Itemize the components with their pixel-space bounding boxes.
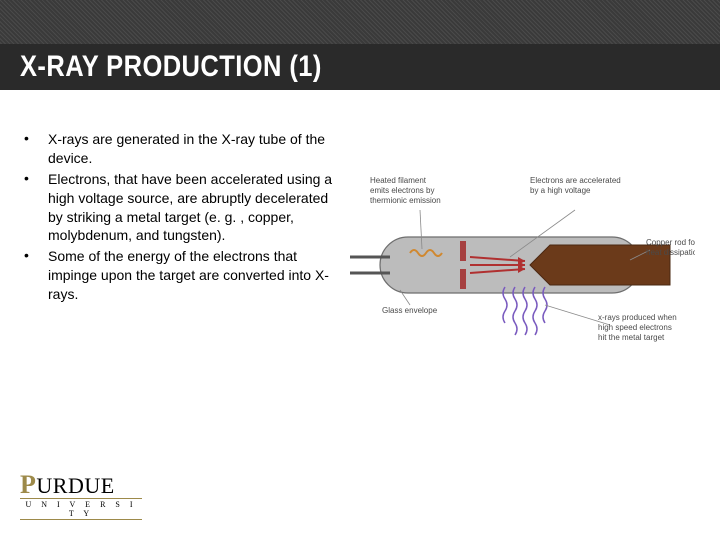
bullet-icon: •	[20, 170, 48, 246]
list-item: • Some of the energy of the electrons th…	[20, 247, 340, 304]
label-copper: Copper rod for heat dissipation	[646, 238, 695, 257]
label-accel: Electrons are accelerated by a high volt…	[530, 176, 623, 195]
bullet-text: Electrons, that have been accelerated us…	[48, 170, 340, 246]
content-area: • X-rays are generated in the X-ray tube…	[0, 90, 720, 370]
list-item: • X-rays are generated in the X-ray tube…	[20, 130, 340, 168]
bullet-text: X-rays are generated in the X-ray tube o…	[48, 130, 340, 168]
label-filament: Heated filament emits electrons by therm…	[370, 176, 441, 205]
title-strip: X-RAY PRODUCTION (1)	[0, 44, 720, 90]
logo-subtext: U N I V E R S I T Y	[20, 498, 142, 520]
xray-waves-icon	[503, 287, 547, 335]
label-glass: Glass envelope	[382, 306, 438, 315]
header-band: X-RAY PRODUCTION (1)	[0, 0, 720, 90]
bullet-icon: •	[20, 247, 48, 304]
label-xrays: x-rays produced when high speed electron…	[598, 313, 679, 342]
bullet-text: Some of the energy of the electrons that…	[48, 247, 340, 304]
cathode-plate	[460, 241, 466, 261]
logo-wordmark: PURDUE	[20, 470, 142, 500]
xray-tube-diagram: Heated filament emits electrons by therm…	[350, 165, 695, 365]
list-item: • Electrons, that have been accelerated …	[20, 170, 340, 246]
logo-letter-p: P	[20, 470, 36, 499]
purdue-logo: PURDUE U N I V E R S I T Y	[20, 470, 142, 520]
cathode-plate	[460, 269, 466, 289]
bullet-list: • X-rays are generated in the X-ray tube…	[20, 130, 340, 370]
slide-title: X-RAY PRODUCTION (1)	[20, 50, 322, 84]
logo-rest: URDUE	[36, 473, 114, 498]
bullet-icon: •	[20, 130, 48, 168]
diagram-container: Heated filament emits electrons by therm…	[350, 130, 708, 370]
